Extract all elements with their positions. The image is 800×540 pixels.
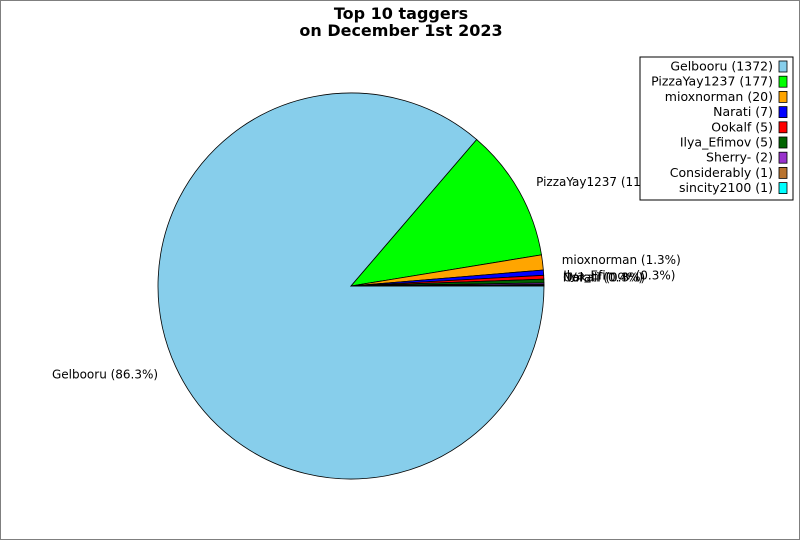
slice-label-narati: Narati (0.4%) [563, 270, 643, 284]
legend-label-pizzayay1237: PizzaYay1237 (177) [651, 74, 773, 89]
legend-label-mioxnorman: mioxnorman (20) [665, 89, 773, 104]
pie-slice-sincity2100 [350, 284, 545, 287]
legend-box [639, 56, 794, 201]
legend-label-ilya-efimov: Ilya_Efimov (5) [680, 135, 773, 150]
legend-swatch-sherry- [778, 151, 788, 164]
legend-label-narati: Narati (7) [713, 104, 773, 119]
legend-label-considerably: Considerably (1) [670, 165, 773, 180]
pie-slice-labels: Gelbooru (86.3%) PizzaYay1237 (11.1%) miox… [52, 175, 681, 382]
legend-label-sincity2100: sincity2100 (1) [679, 180, 773, 195]
slice-label-mioxnorman: mioxnorman (1.3%) [562, 253, 681, 267]
legend-label-sherry-: Sherry- (2) [706, 150, 773, 165]
slice-label-gelbooru: Gelbooru (86.3%) [52, 368, 158, 382]
legend-swatch-mioxnorman [778, 91, 788, 103]
slice-label-pizzayay1237: PizzaYay1237 (11.1%) [536, 175, 668, 189]
slice-label-ilya-efimov: Ilya_Efimov (0.3%) [563, 269, 675, 283]
legend-swatch-narati [778, 106, 788, 118]
legend: Gelbooru (1372)PizzaYay1237 (177)mioxnor… [639, 56, 794, 201]
chart-title-line-2: on December 1st 2023 [299, 21, 502, 40]
legend-label-ookalf: Ookalf (5) [711, 119, 773, 134]
legend-swatch-ookalf [778, 121, 788, 134]
chart-title-line-1: Top 10 taggers [334, 4, 468, 23]
legend-swatch-gelbooru [778, 60, 788, 73]
legend-swatch-ilya-efimov [778, 136, 788, 149]
legend-swatch-considerably [778, 166, 788, 179]
legend-label-gelbooru: Gelbooru (1372) [670, 59, 773, 74]
pie-slice-pizzayay1237 [349, 138, 542, 287]
pie-slices [157, 92, 545, 480]
slice-label-ookalf: Ookalf (0.3%) [563, 270, 645, 284]
legend-swatch-sincity2100 [778, 182, 788, 195]
legend-swatch-pizzayay1237 [778, 75, 788, 88]
